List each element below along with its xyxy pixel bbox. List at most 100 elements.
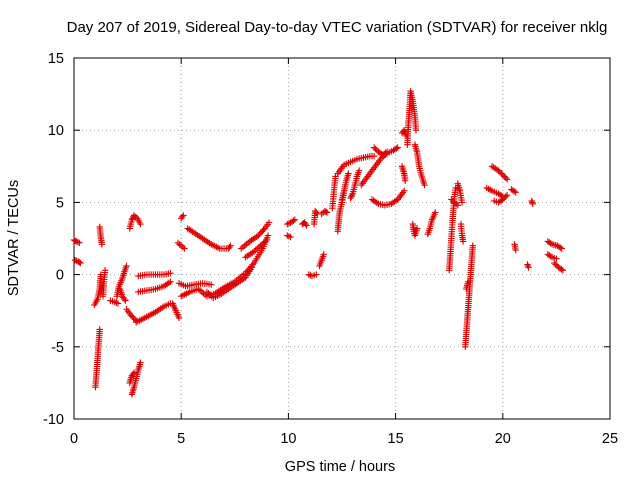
data-point-marker — [503, 191, 511, 199]
data-point-marker — [402, 177, 409, 184]
data-point-marker — [208, 281, 215, 288]
data-point-marker — [502, 193, 509, 200]
data-point-marker — [181, 245, 188, 252]
y-tick-label: 15 — [48, 51, 64, 67]
data-point-marker — [302, 220, 309, 228]
data-point-marker — [525, 264, 532, 271]
data-point-marker — [265, 219, 273, 226]
data-point-marker — [557, 244, 564, 251]
data-point-marker — [394, 144, 401, 151]
data-point-marker — [179, 243, 187, 251]
data-point-marker — [370, 144, 378, 151]
data-point-marker — [96, 326, 103, 333]
data-point-marker — [76, 259, 83, 266]
data-point-marker — [552, 261, 559, 268]
data-point-marker — [260, 226, 267, 234]
data-point-marker — [121, 295, 128, 303]
data-point-marker — [98, 241, 106, 248]
data-point-marker — [382, 149, 389, 157]
data-point-marker — [512, 189, 519, 196]
data-point-marker — [421, 181, 428, 189]
data-point-marker — [547, 240, 554, 247]
data-point-marker — [284, 232, 291, 239]
data-point-marker — [322, 208, 330, 215]
data-point-marker — [291, 216, 299, 223]
data-point-marker — [122, 297, 129, 304]
data-point-marker — [174, 239, 182, 247]
data-point-marker — [454, 202, 461, 209]
data-point-marker — [227, 242, 234, 249]
data-point-marker — [313, 209, 320, 216]
data-point-marker — [498, 170, 505, 177]
data-point-marker — [305, 271, 312, 278]
data-point-marker — [129, 371, 137, 378]
data-point-marker — [511, 188, 518, 195]
data-point-marker — [469, 242, 476, 249]
data-point-marker — [175, 314, 183, 322]
data-point-marker — [551, 259, 558, 267]
data-point-marker — [451, 199, 458, 206]
y-tick-label: 0 — [56, 268, 64, 284]
x-tick-label: 10 — [280, 431, 296, 447]
x-tick-label: 20 — [495, 431, 511, 447]
data-point-marker — [400, 187, 408, 195]
data-point-marker — [347, 194, 354, 202]
data-point-marker — [178, 242, 185, 249]
data-point-marker — [248, 264, 256, 271]
data-point-marker — [372, 145, 379, 153]
data-point-marker — [114, 300, 122, 307]
data-point-marker — [123, 262, 130, 270]
x-axis-label: GPS time / hours — [285, 459, 395, 475]
data-point-marker — [412, 127, 420, 134]
data-point-marker — [464, 278, 472, 286]
data-point-marker — [501, 173, 508, 180]
data-point-marker — [355, 167, 363, 174]
data-point-marker — [370, 152, 378, 160]
data-point-marker — [502, 174, 509, 182]
data-point-marker — [287, 233, 294, 241]
data-point-marker — [553, 255, 560, 262]
data-point-marker — [393, 145, 400, 152]
data-point-marker — [499, 171, 506, 179]
data-point-marker — [320, 251, 327, 258]
data-point-marker — [413, 225, 421, 232]
data-point-marker — [458, 199, 466, 206]
data-point-marker — [264, 232, 272, 239]
data-point-marker — [501, 194, 508, 202]
data-point-marker — [348, 191, 356, 199]
data-points — [70, 88, 567, 398]
chart-title: Day 207 of 2019, Sidereal Day-to-day VTE… — [67, 19, 608, 36]
data-point-marker — [77, 259, 84, 267]
data-point-marker — [547, 253, 554, 260]
data-point-marker — [348, 193, 355, 200]
plot-frame — [73, 57, 611, 420]
data-point-marker — [512, 246, 519, 254]
data-point-marker — [167, 278, 174, 286]
y-tick-label: 5 — [56, 195, 64, 211]
data-point-marker — [226, 243, 233, 251]
data-point-marker — [432, 209, 439, 216]
x-tick-label: 15 — [388, 431, 404, 447]
data-point-marker — [496, 168, 504, 176]
data-point-marker — [285, 233, 293, 240]
data-point-marker — [263, 236, 271, 244]
x-tick-label: 25 — [602, 431, 618, 447]
data-point-marker — [558, 266, 565, 273]
data-point-marker — [130, 369, 138, 376]
x-tick-label: 5 — [177, 431, 185, 447]
data-point-marker — [559, 267, 567, 274]
axis-ticks: 0 5 10 15 20 25 -10 -5 0 5 10 15 — [43, 51, 618, 447]
data-point-marker — [180, 212, 187, 219]
x-tick-label: 0 — [70, 431, 78, 447]
data-point-marker — [179, 213, 186, 221]
data-point-marker — [495, 167, 502, 174]
y-tick-label: -10 — [43, 412, 64, 428]
data-point-marker — [137, 220, 144, 228]
data-point-marker — [558, 245, 565, 252]
data-point-marker — [303, 222, 310, 229]
data-point-marker — [290, 217, 297, 224]
data-point-marker — [137, 359, 144, 366]
y-axis-label: SDTVAR / TECUs — [6, 180, 22, 296]
data-point-marker — [113, 299, 120, 306]
y-tick-label: 10 — [48, 123, 64, 139]
